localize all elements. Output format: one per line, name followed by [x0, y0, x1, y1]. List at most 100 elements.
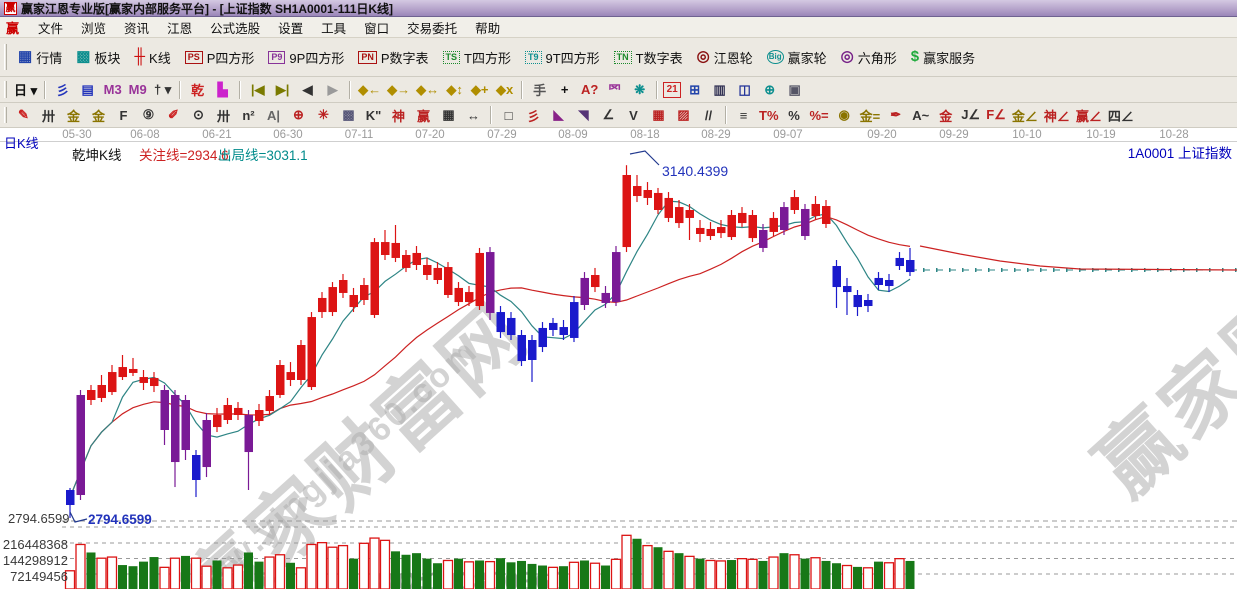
p9-square-button[interactable]: P9 9P四方形 — [261, 45, 351, 70]
quotes-button[interactable]: ▦ 行情 — [11, 45, 69, 70]
nav-first-button[interactable]: |◀ — [250, 81, 265, 97]
t-square-button[interactable]: TS T四方形 — [436, 45, 518, 70]
kline-button[interactable]: ╫ K线 — [127, 45, 177, 70]
gann-fan-button[interactable]: ◣ — [553, 107, 564, 122]
multi-chart-button[interactable]: ▙ — [217, 81, 228, 97]
ying-angle-button[interactable]: 赢∠ — [1075, 108, 1102, 124]
gann-target-button[interactable]: ⊕ — [293, 107, 304, 122]
gold-ratio-line-button[interactable]: 金 — [66, 108, 80, 124]
mirror-a-button[interactable]: A| — [266, 107, 281, 123]
brush-2-button[interactable]: ✐ — [168, 107, 179, 122]
sectors-button[interactable]: ▩ 板块 — [69, 45, 127, 70]
winner-wheel-button[interactable]: Big 赢家轮 — [760, 45, 834, 70]
a-wave-button[interactable]: A~ — [912, 107, 930, 123]
gann-box-button[interactable]: ▩ — [342, 107, 355, 122]
fib-line-button[interactable]: F — [119, 107, 128, 123]
menu-file[interactable]: 文件 — [38, 21, 64, 36]
ink-marker-button[interactable]: ✒ — [890, 107, 902, 122]
t-number-table-button[interactable]: TN T数字表 — [607, 45, 690, 70]
gold-angle-button[interactable]: 金∠ — [1011, 108, 1038, 124]
symbol-label[interactable]: 1A0001 上证指数 — [1127, 146, 1232, 161]
parallel-lines-button[interactable]: // — [704, 107, 713, 123]
t9-square-button[interactable]: T9 9T四方形 — [518, 45, 607, 70]
price-line-button[interactable]: 卅 — [216, 108, 230, 124]
info-panel-button[interactable]: ▤ — [81, 81, 94, 97]
notes-button[interactable]: ▥ — [713, 81, 726, 97]
menu-tools[interactable]: 工具 — [321, 21, 347, 36]
gann-line-button[interactable]: 卅 — [41, 108, 55, 124]
purple-grid-tool-button[interactable]: 罓 — [608, 83, 622, 98]
qiankun-color-button[interactable]: 乾 — [191, 83, 205, 98]
zoom-info-button[interactable]: A? — [580, 82, 599, 97]
p-square-button[interactable]: PS P四方形 — [178, 45, 262, 70]
gann-expand-button[interactable]: ◆x — [496, 81, 514, 97]
t-percent-button[interactable]: T% — [759, 107, 779, 123]
gann-arrow-vert-button[interactable]: ◆↕ — [446, 81, 463, 97]
workstation-button[interactable]: ▣ — [788, 81, 801, 97]
menu-trade-order[interactable]: 交易委托 — [407, 21, 458, 36]
percent-button[interactable]: % — [788, 107, 800, 123]
candlestick-chart[interactable] — [0, 128, 1237, 589]
gold-mark-button[interactable]: 金 — [939, 108, 953, 124]
v-wave-button[interactable]: V — [629, 107, 638, 123]
teal-flower-tool-button[interactable]: ❋ — [634, 81, 646, 97]
red-grid-arrow-button[interactable]: ▨ — [677, 107, 690, 122]
crosshair-tool-button[interactable]: + — [560, 82, 569, 97]
price-scale-button[interactable]: ≡ — [739, 107, 748, 123]
calendar-button[interactable]: 21 — [663, 81, 682, 98]
shen-angle-button[interactable]: 神∠ — [1043, 108, 1070, 124]
candle-type-button[interactable]: † ▾ — [153, 81, 172, 97]
gann-fan-2-button[interactable]: ◥ — [578, 107, 589, 122]
four-angle-button[interactable]: 四∠ — [1107, 108, 1134, 124]
p-number-table-button[interactable]: PN P数字表 — [351, 45, 435, 70]
hand-tool-button[interactable]: 手 — [533, 83, 547, 98]
gann-cross-button[interactable]: ◆+ — [470, 81, 489, 97]
gann-frame-button[interactable]: □ — [504, 107, 513, 123]
f-angle-button[interactable]: F∠ — [986, 107, 1006, 122]
network-button[interactable]: ⊕ — [764, 81, 776, 97]
wave-3-button[interactable]: M3 — [103, 82, 122, 97]
gann-arrow-right-button[interactable]: ◆→ — [387, 81, 411, 97]
ying-tool-button[interactable]: 赢 — [416, 108, 430, 124]
j-angle-button[interactable]: J∠ — [961, 107, 981, 122]
menu-formula-stock-pick[interactable]: 公式选股 — [210, 21, 261, 36]
gold-circle-button[interactable]: ◉ — [838, 107, 850, 122]
gold-level-button[interactable]: 金= — [859, 108, 881, 124]
title-bar[interactable]: 赢 赢家江恩专业版[赢家内部服务平台] - [上证指数 SH1A0001-111… — [0, 0, 1237, 17]
gold-ratio-line2-button[interactable]: 金 — [91, 108, 105, 124]
hexagon-button[interactable]: ◎ 六角形 — [834, 45, 904, 70]
k-measure-button[interactable]: K" — [365, 107, 382, 123]
menu-settings[interactable]: 设置 — [278, 21, 304, 36]
trend-pattern-button[interactable]: 彡 — [56, 83, 70, 98]
winner-service-button[interactable]: $ 赢家服务 — [904, 45, 982, 70]
gann-arrow-both-button[interactable]: ◆↔ — [416, 81, 440, 97]
n-square-button[interactable]: n² — [242, 107, 255, 123]
draw-brush-button[interactable]: ✎ — [18, 107, 29, 122]
shen-tool-button[interactable]: 神 — [391, 108, 405, 124]
angle-tool-button[interactable]: ∠ — [602, 107, 615, 122]
period-day-button[interactable]: 日 ▾ — [14, 83, 38, 98]
menu-window[interactable]: 窗口 — [364, 21, 390, 36]
menu-browse[interactable]: 浏览 — [81, 21, 107, 36]
spiral-9-button[interactable]: ⑨ — [142, 107, 155, 122]
period-label[interactable]: 日K线 — [4, 136, 39, 151]
gann-wheel-button[interactable]: ◎ 江恩轮 — [690, 45, 760, 70]
menu-news[interactable]: 资讯 — [124, 21, 150, 36]
nav-prev-button[interactable]: ◀ — [302, 81, 313, 97]
ruler-123-button[interactable]: ▦ — [442, 107, 455, 122]
time-cycle-button[interactable]: ⊙ — [193, 107, 204, 122]
chart-area[interactable]: 赢家财富网 www.yingjia360.com 赢家财富网 QQ:100800… — [0, 128, 1237, 589]
gann-arrow-left-button[interactable]: ◆← — [358, 81, 382, 97]
percent-level-button[interactable]: %= — [809, 107, 829, 123]
red-grid-button[interactable]: ▦ — [652, 107, 665, 122]
menu-gann[interactable]: 江恩 — [167, 21, 193, 36]
ray-fan-button[interactable]: 彡 — [526, 108, 540, 124]
nav-next-button[interactable]: ▶ — [327, 81, 338, 97]
star-tool-button[interactable]: ✳ — [318, 107, 329, 122]
calculator-button[interactable]: ⊞ — [689, 81, 701, 97]
menu-help[interactable]: 帮助 — [475, 21, 501, 36]
width-measure-button[interactable]: ↔ — [467, 107, 480, 123]
nav-last-button[interactable]: ▶| — [275, 81, 290, 97]
save-button[interactable]: ◫ — [738, 81, 751, 97]
wave-9-button[interactable]: M9 — [128, 82, 147, 97]
